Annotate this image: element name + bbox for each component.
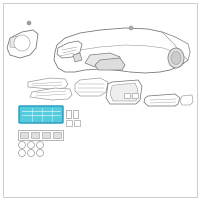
Polygon shape: [54, 28, 190, 73]
Circle shape: [36, 150, 44, 156]
Circle shape: [18, 142, 26, 148]
Bar: [74, 120, 80, 126]
Bar: [66, 110, 71, 118]
Bar: [124, 93, 130, 98]
Circle shape: [18, 150, 26, 156]
Circle shape: [129, 26, 133, 30]
Ellipse shape: [171, 51, 181, 64]
Bar: [66, 120, 72, 126]
Polygon shape: [106, 80, 142, 104]
Circle shape: [36, 142, 44, 148]
Polygon shape: [28, 78, 68, 89]
Polygon shape: [7, 30, 38, 58]
Bar: [132, 93, 138, 98]
Bar: [42, 132, 50, 138]
Circle shape: [28, 142, 35, 148]
Polygon shape: [144, 94, 180, 106]
Bar: [20, 132, 28, 138]
Polygon shape: [162, 32, 190, 60]
Polygon shape: [10, 36, 22, 48]
Ellipse shape: [168, 48, 184, 68]
FancyBboxPatch shape: [19, 106, 63, 123]
Circle shape: [28, 150, 35, 156]
Bar: [18, 130, 63, 140]
Polygon shape: [110, 83, 138, 101]
Circle shape: [27, 21, 31, 25]
Polygon shape: [95, 58, 125, 70]
Polygon shape: [30, 88, 72, 100]
Polygon shape: [57, 41, 82, 58]
Circle shape: [14, 35, 30, 51]
Bar: [31, 132, 39, 138]
Bar: [53, 132, 61, 138]
Polygon shape: [73, 53, 82, 62]
Polygon shape: [85, 53, 120, 67]
Bar: [73, 110, 78, 118]
Polygon shape: [180, 95, 193, 105]
Polygon shape: [75, 78, 108, 96]
